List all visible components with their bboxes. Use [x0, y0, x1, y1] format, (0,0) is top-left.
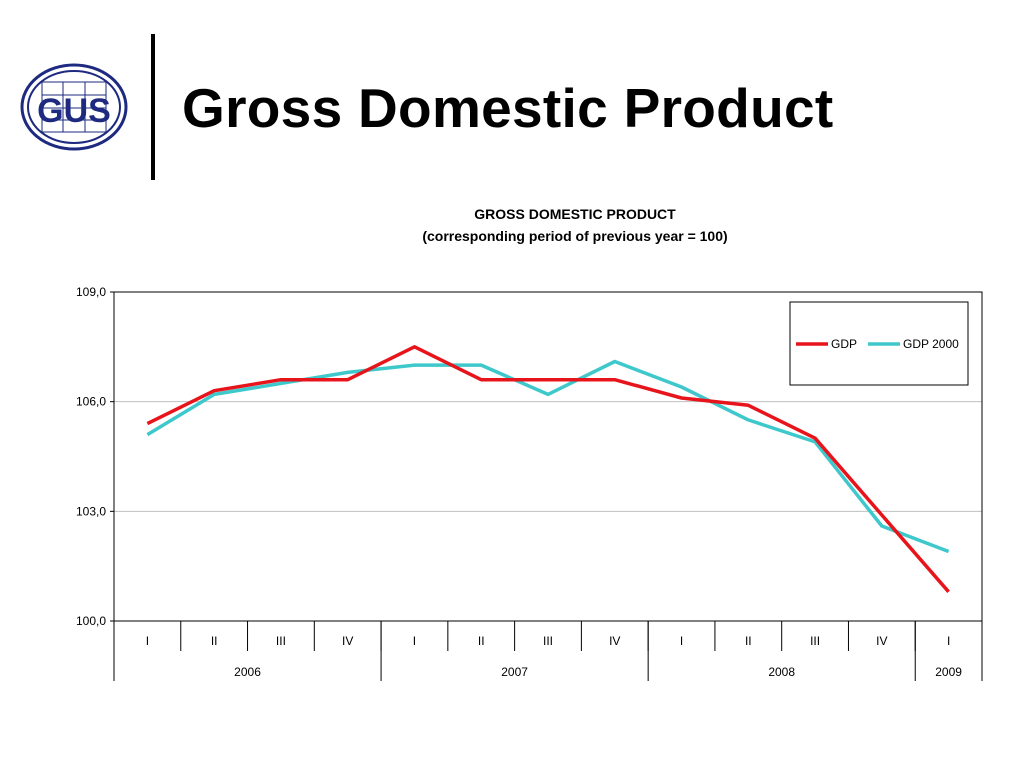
x-tick-label: III: [276, 634, 286, 648]
svg-text:GUS: GUS: [37, 92, 111, 130]
x-tick-label: II: [478, 634, 485, 648]
year-label: 2008: [768, 665, 795, 679]
chart-title: GROSS DOMESTIC PRODUCT: [474, 206, 676, 222]
y-tick-label: 106,0: [76, 395, 106, 409]
legend-label: GDP: [831, 337, 857, 351]
y-tick-label: 100,0: [76, 614, 106, 628]
x-tick-label: II: [211, 634, 218, 648]
x-tick-label: II: [745, 634, 752, 648]
x-tick-label: IV: [342, 634, 353, 648]
y-tick-label: 103,0: [76, 504, 106, 518]
series-line-gdp: [146, 345, 950, 593]
series-line-gdp-2000: [146, 359, 950, 554]
x-tick-label: IV: [876, 634, 887, 648]
x-tick-label: I: [413, 634, 416, 648]
x-tick-label: IV: [609, 634, 620, 648]
x-tick-label: III: [810, 634, 820, 648]
x-tick-label: III: [543, 634, 553, 648]
year-label: 2009: [935, 665, 962, 679]
x-tick-label: I: [146, 634, 149, 648]
chart-subtitle: (corresponding period of previous year =…: [422, 228, 728, 244]
year-label: 2007: [501, 665, 528, 679]
year-label: 2006: [234, 665, 261, 679]
legend-label: GDP 2000: [903, 337, 959, 351]
plot-area: [113, 291, 983, 622]
x-tick-label: I: [680, 634, 683, 648]
title-divider: [151, 34, 155, 180]
slide-title: Gross Domestic Product: [182, 77, 834, 139]
x-tick-label: I: [947, 634, 950, 648]
gus-logo: GUS: [20, 63, 128, 151]
y-tick-label: 109,0: [76, 285, 106, 299]
